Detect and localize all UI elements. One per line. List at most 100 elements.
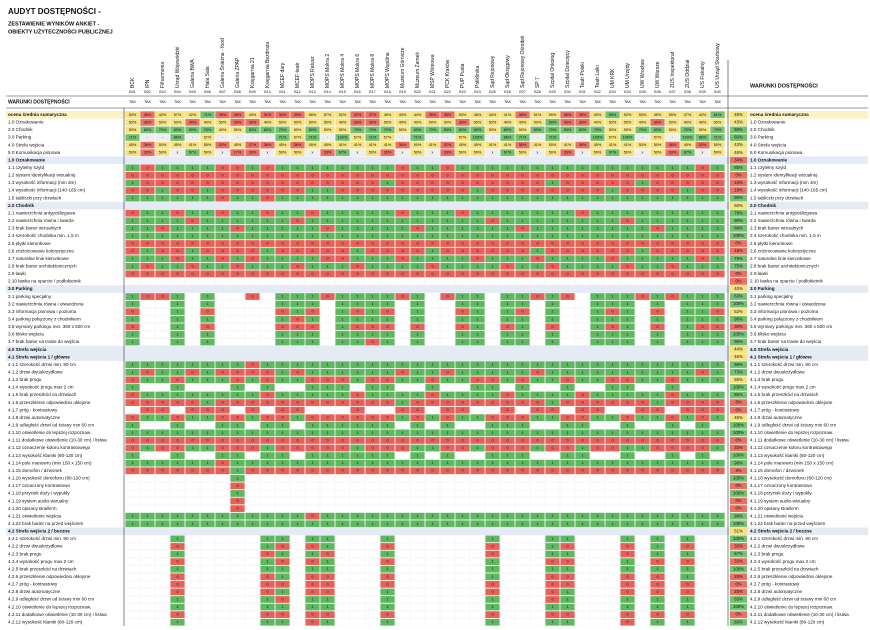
cell <box>230 247 245 255</box>
cell-value: 1 <box>446 257 448 261</box>
column-name: MOPS Ratusz <box>310 56 316 88</box>
cell <box>245 376 260 384</box>
cell-value: 1 <box>566 385 568 389</box>
empty-cell <box>530 542 545 551</box>
cell-value: 1 <box>551 317 553 321</box>
cell-value: 1 <box>191 416 193 420</box>
empty-cell <box>470 588 485 596</box>
cell-value: 0 <box>701 242 703 246</box>
empty-cell <box>575 497 590 505</box>
empty-cell <box>410 558 425 566</box>
cell-value: 1 <box>506 370 508 374</box>
cell-value: 0 <box>626 189 628 193</box>
empty-cell <box>155 550 170 558</box>
empty-cell <box>125 550 140 558</box>
empty-cell <box>515 618 530 626</box>
empty-cell <box>635 603 650 611</box>
cell-value: 0 <box>281 181 283 185</box>
empty-cell <box>290 565 305 573</box>
empty-cell <box>260 482 275 490</box>
cell-value: 33% <box>564 151 572 155</box>
cell <box>470 262 485 270</box>
empty-cell <box>455 489 470 498</box>
empty-cell <box>500 277 515 285</box>
row-label-right: 2.6 zróżnicowanie kolorystyczne <box>750 248 816 253</box>
empty-cell <box>425 573 440 581</box>
cell <box>560 240 575 247</box>
cell-value: 1 <box>686 597 688 601</box>
cell <box>380 293 395 300</box>
empty-cell <box>560 277 575 285</box>
cell-value: 0 <box>251 363 253 367</box>
empty-cell <box>410 383 425 391</box>
cell <box>440 118 455 126</box>
cell-value: 1 <box>176 219 178 223</box>
cell-value: 60% <box>504 128 512 132</box>
empty-cell <box>680 505 695 513</box>
cell-value: 1 <box>386 552 388 556</box>
cell <box>125 384 140 391</box>
empty-cell <box>425 611 440 619</box>
cell-value: 27% <box>249 143 257 147</box>
cell-value: 1 <box>686 370 688 374</box>
column-name: BCK <box>130 77 136 88</box>
cell-value: 0 <box>581 438 583 442</box>
cell-value: 0 <box>596 181 598 185</box>
cell-value: 38% <box>444 113 452 117</box>
cell-value: 1 <box>656 552 658 556</box>
empty-cell <box>425 474 440 482</box>
cell <box>695 134 710 141</box>
cell <box>455 118 470 126</box>
empty-cell <box>665 603 680 611</box>
empty-cell <box>545 489 560 498</box>
empty-cell <box>350 482 365 490</box>
empty-cell <box>635 565 650 573</box>
cell <box>410 315 425 323</box>
cell <box>590 361 605 369</box>
cell <box>155 225 170 232</box>
empty-cell <box>455 474 470 482</box>
cell-value: 40% <box>264 120 272 124</box>
cell <box>200 126 215 134</box>
cell-value: 1 <box>521 166 523 170</box>
cell <box>470 300 485 308</box>
cell-value: 1 <box>386 363 388 367</box>
cell <box>230 262 245 270</box>
cell <box>200 323 215 331</box>
cell-value: 1 <box>371 234 373 238</box>
cell-value: 0 <box>296 469 298 473</box>
empty-cell <box>365 580 380 588</box>
cell-value: 0 <box>626 249 628 253</box>
cell <box>275 270 290 278</box>
cell <box>620 171 635 179</box>
column-code: B10 <box>264 90 270 94</box>
cell <box>260 232 275 240</box>
empty-cell <box>530 588 545 596</box>
cell-value: 0 <box>551 613 553 617</box>
cell-value: 0 <box>146 272 148 276</box>
empty-cell <box>200 611 215 619</box>
cell <box>590 126 605 134</box>
empty-cell <box>320 482 335 490</box>
cell <box>170 262 185 270</box>
cell-value: 0 <box>146 181 148 185</box>
cell <box>650 255 665 263</box>
empty-cell <box>230 323 245 331</box>
cell-value: 1 <box>521 423 523 427</box>
empty-cell <box>395 323 410 331</box>
empty-cell <box>680 474 695 482</box>
cell-value: 0 <box>491 181 493 185</box>
cell-value: 1 <box>491 560 493 564</box>
cell <box>215 255 230 263</box>
cell-value: 0 <box>626 416 628 420</box>
cell <box>230 232 245 240</box>
cell-value: 1 <box>701 211 703 215</box>
cell-value: 0 <box>431 173 433 177</box>
cell <box>320 376 335 384</box>
cell-value: 0 <box>581 189 583 193</box>
cell <box>680 225 695 232</box>
row-label-right: ocena średnia sumaryczna <box>750 112 809 117</box>
empty-cell <box>200 588 215 596</box>
cell-value: 1 <box>326 370 328 374</box>
cell-value: 0 <box>521 272 523 276</box>
